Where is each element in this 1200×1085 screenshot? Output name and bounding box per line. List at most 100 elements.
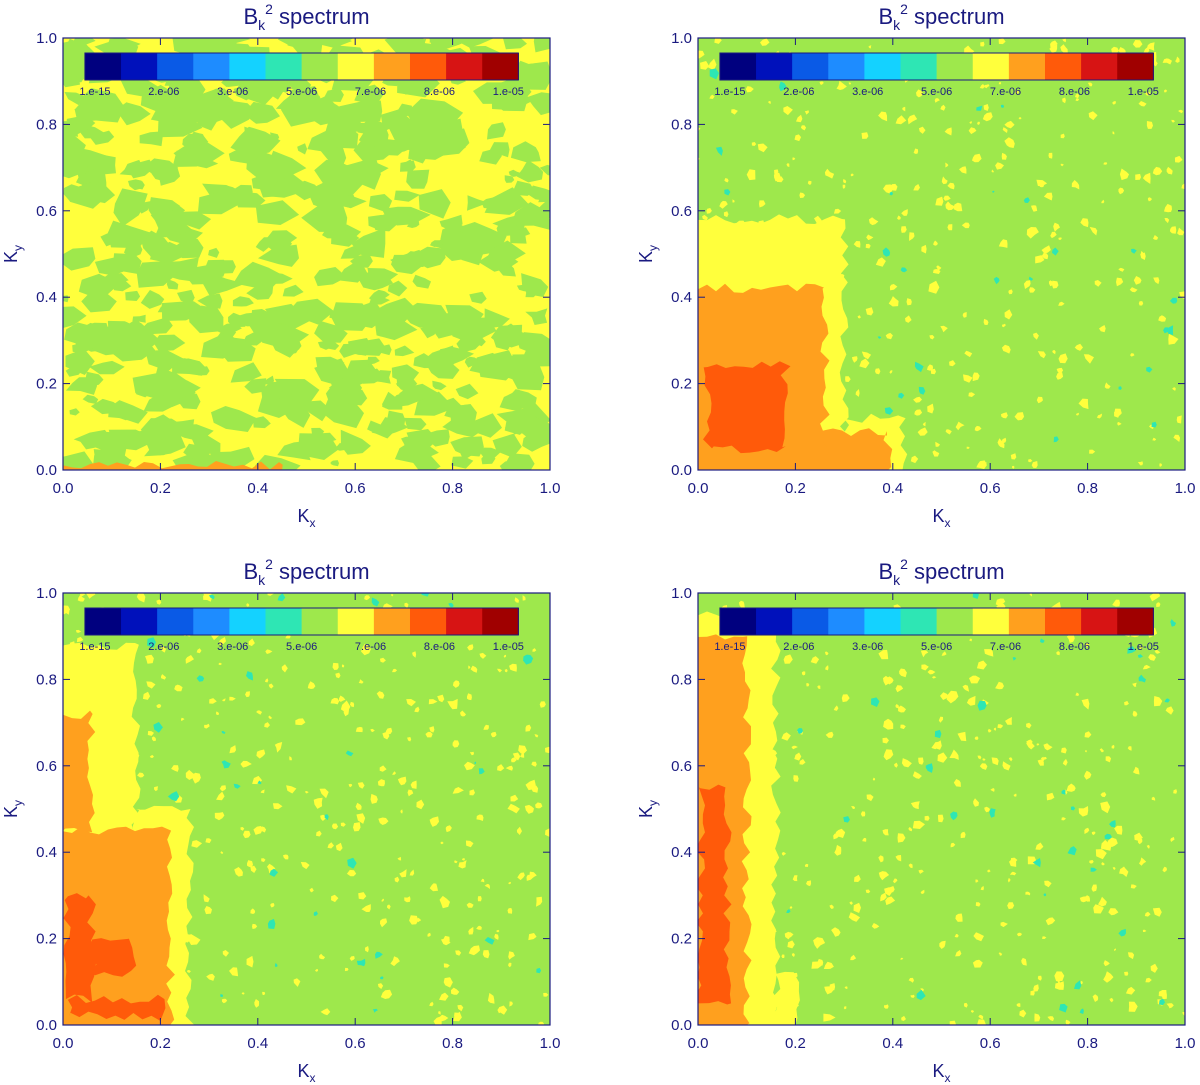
heatmap-speckle xyxy=(518,213,540,221)
heatmap-speckle xyxy=(1108,908,1119,916)
heatmap-speckle xyxy=(404,602,409,609)
heatmap-speckle xyxy=(941,651,947,656)
heatmap-speckle xyxy=(1085,895,1090,902)
heatmap-speckle xyxy=(215,711,219,715)
heatmap-speckle xyxy=(128,179,143,191)
heatmap-speckle xyxy=(789,906,793,909)
heatmap-speckle xyxy=(305,791,309,794)
heatmap-speckle xyxy=(439,992,449,1001)
colorbar-swatch xyxy=(864,608,902,635)
heatmap-speckle xyxy=(508,951,515,960)
heatmap-speckle xyxy=(804,863,809,867)
heatmap-speckle xyxy=(228,312,247,328)
heatmap-speckle xyxy=(829,904,834,909)
heatmap-speckle xyxy=(148,355,160,362)
heatmap-speckle xyxy=(156,704,162,709)
heatmap-speckle xyxy=(991,757,999,766)
colorbar-swatch xyxy=(409,608,447,635)
heatmap-speckle xyxy=(246,671,253,681)
y-tick-label: 0.8 xyxy=(671,116,692,133)
heatmap-speckle xyxy=(977,121,980,125)
heatmap-speckle xyxy=(1008,289,1013,295)
heatmap-speckle xyxy=(517,340,543,353)
heatmap-speckle xyxy=(1092,994,1099,1002)
colorbar-tick-label: 8.e-06 xyxy=(1059,641,1090,653)
heatmap-speckle xyxy=(139,131,164,147)
heatmap-speckle xyxy=(1137,461,1143,466)
heatmap-speckle xyxy=(1095,849,1107,860)
heatmap-speckle xyxy=(512,752,521,761)
colorbar-swatch xyxy=(373,608,411,635)
colorbar-swatch xyxy=(1081,53,1118,80)
heatmap-speckle xyxy=(878,111,888,122)
heatmap-speckle xyxy=(220,994,224,998)
heatmap-speckle xyxy=(476,925,482,930)
heatmap-speckle xyxy=(1074,980,1082,990)
heatmap-speckle xyxy=(1008,757,1013,762)
heatmap-speckle xyxy=(250,865,257,873)
heatmap-speckle xyxy=(1054,971,1065,982)
heatmap-speckle xyxy=(813,937,826,949)
heatmap-speckle xyxy=(272,803,283,810)
heatmap-speckle xyxy=(63,121,78,137)
heatmap-speckle xyxy=(1172,387,1176,391)
heatmap-speckle xyxy=(474,761,477,765)
heatmap-speckle xyxy=(1173,434,1181,442)
heatmap-speckle xyxy=(1159,463,1162,467)
heatmap-speckle xyxy=(918,386,926,395)
heatmap-speckle xyxy=(322,398,364,429)
heatmap-speckle xyxy=(1054,981,1064,990)
heatmap-speckle xyxy=(135,385,152,398)
heatmap-speckle xyxy=(332,662,339,670)
heatmap-speckle xyxy=(953,779,961,787)
heatmap-speckle xyxy=(702,214,708,221)
colorbar-tick-label: 2.e-06 xyxy=(148,86,179,98)
heatmap-speckle xyxy=(853,241,861,248)
heatmap-speckle xyxy=(845,376,851,382)
y-tick-label: 0.0 xyxy=(36,462,57,479)
colorbar-swatch xyxy=(1008,608,1046,635)
heatmap-speckle xyxy=(315,969,318,972)
heatmap-speckle xyxy=(534,734,539,738)
heatmap-speckle xyxy=(322,160,362,183)
heatmap-speckle xyxy=(1104,833,1113,840)
heatmap-speckle xyxy=(945,201,956,211)
heatmap-speckle xyxy=(1042,936,1047,939)
colorbar-frame xyxy=(719,52,1154,81)
heatmap-speckle xyxy=(525,308,548,325)
heatmap-speckle xyxy=(496,410,542,435)
heatmap-speckle xyxy=(260,789,265,794)
heatmap-speckle xyxy=(894,762,898,768)
heatmap-speckle xyxy=(397,776,407,786)
x-tick-label: 0.8 xyxy=(442,1035,463,1052)
heatmap-speckle xyxy=(1035,255,1045,264)
heatmap-speckle xyxy=(368,194,393,213)
heatmap-speckle xyxy=(935,196,944,206)
heatmap-speckle xyxy=(1041,245,1051,254)
heatmap-speckle xyxy=(442,417,487,438)
heatmap-speckle xyxy=(990,788,995,792)
heatmap-speckle xyxy=(246,317,293,339)
heatmap-speckle xyxy=(806,88,810,93)
heatmap-speckle xyxy=(281,664,288,673)
heatmap-speckle xyxy=(987,728,992,733)
heatmap-speckle xyxy=(154,218,192,238)
heatmap-speckle xyxy=(72,342,93,354)
heatmap-speckle xyxy=(938,814,944,823)
heatmap-speckle xyxy=(258,244,299,267)
heatmap-speckle xyxy=(989,808,996,818)
heatmap-speckle xyxy=(441,938,451,946)
colorbar-tick-label: 7.e-06 xyxy=(990,86,1021,98)
heatmap-speckle xyxy=(331,230,360,247)
heatmap-speckle xyxy=(875,257,886,267)
heatmap-speckle xyxy=(1045,917,1056,926)
heatmap-speckle xyxy=(1169,297,1178,304)
heatmap-speckle xyxy=(1036,396,1043,404)
heatmap-speckle xyxy=(1118,187,1125,195)
heatmap-speckle xyxy=(1009,858,1017,867)
heatmap-speckle xyxy=(883,184,893,194)
heatmap-speckle xyxy=(1162,866,1167,873)
heatmap-speckle xyxy=(806,683,810,687)
colorbar-tick-label: 3.e-06 xyxy=(852,86,883,98)
colorbar-swatch xyxy=(121,53,158,80)
